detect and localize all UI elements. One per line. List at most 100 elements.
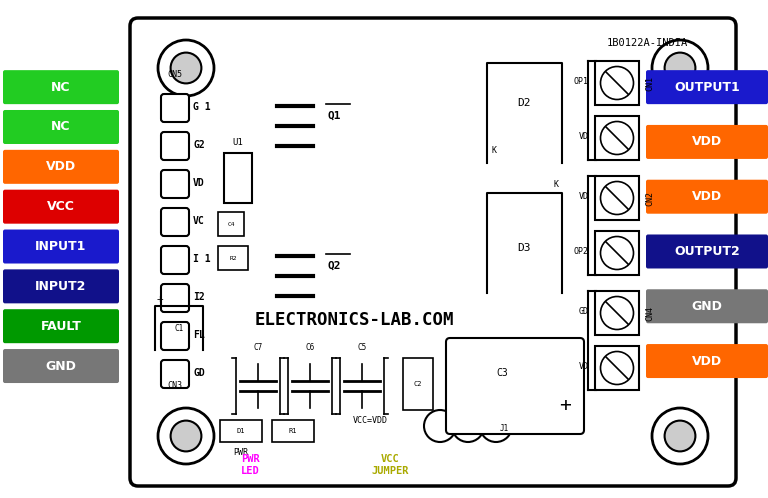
FancyBboxPatch shape bbox=[161, 284, 189, 312]
Text: PWR
LED: PWR LED bbox=[240, 454, 260, 476]
Text: I2: I2 bbox=[193, 292, 205, 302]
FancyBboxPatch shape bbox=[161, 322, 189, 350]
Circle shape bbox=[601, 122, 634, 154]
Bar bbox=[220, 420, 262, 442]
FancyBboxPatch shape bbox=[161, 94, 189, 122]
Text: +: + bbox=[157, 294, 164, 304]
FancyBboxPatch shape bbox=[3, 309, 119, 343]
Text: G 1: G 1 bbox=[193, 102, 210, 112]
FancyBboxPatch shape bbox=[161, 246, 189, 274]
Text: I 1: I 1 bbox=[193, 254, 210, 264]
Text: VDD: VDD bbox=[692, 135, 722, 148]
Text: C2: C2 bbox=[414, 381, 422, 387]
Circle shape bbox=[452, 410, 484, 442]
Text: +: + bbox=[559, 396, 571, 415]
Text: U1: U1 bbox=[233, 138, 243, 147]
Text: GND: GND bbox=[45, 360, 77, 373]
Text: OP2: OP2 bbox=[574, 247, 589, 255]
Text: CN5: CN5 bbox=[167, 70, 183, 79]
FancyBboxPatch shape bbox=[646, 289, 768, 323]
FancyBboxPatch shape bbox=[161, 208, 189, 236]
Text: VCC
JUMPER: VCC JUMPER bbox=[371, 454, 409, 476]
FancyBboxPatch shape bbox=[161, 170, 189, 198]
FancyBboxPatch shape bbox=[3, 269, 119, 303]
FancyBboxPatch shape bbox=[3, 349, 119, 383]
Text: INPUT2: INPUT2 bbox=[35, 280, 87, 293]
FancyBboxPatch shape bbox=[3, 190, 119, 224]
Text: PWR: PWR bbox=[233, 448, 249, 457]
Text: GD: GD bbox=[193, 368, 205, 378]
Text: J1: J1 bbox=[500, 423, 509, 432]
Bar bbox=[272, 420, 314, 442]
Text: K: K bbox=[553, 180, 558, 189]
Bar bbox=[403, 358, 433, 410]
Text: C4: C4 bbox=[227, 222, 235, 227]
Text: VD: VD bbox=[193, 178, 205, 188]
Text: NC: NC bbox=[51, 121, 71, 133]
Circle shape bbox=[158, 40, 214, 96]
FancyBboxPatch shape bbox=[646, 70, 768, 104]
FancyBboxPatch shape bbox=[646, 344, 768, 378]
FancyBboxPatch shape bbox=[3, 110, 119, 144]
Text: D3: D3 bbox=[518, 243, 531, 253]
Text: C3: C3 bbox=[496, 368, 508, 378]
Text: VD: VD bbox=[579, 131, 589, 140]
Text: CN3: CN3 bbox=[167, 381, 183, 390]
Text: OUTPUT1: OUTPUT1 bbox=[674, 81, 740, 94]
Circle shape bbox=[652, 408, 708, 464]
Text: R1: R1 bbox=[289, 428, 297, 434]
Text: GND: GND bbox=[691, 300, 723, 313]
Text: VDD: VDD bbox=[46, 160, 76, 173]
Text: OP1: OP1 bbox=[574, 77, 589, 86]
Text: K: K bbox=[491, 146, 496, 155]
Bar bbox=[595, 176, 639, 220]
Text: OUTPUT2: OUTPUT2 bbox=[674, 245, 740, 258]
FancyBboxPatch shape bbox=[3, 70, 119, 104]
Text: R2: R2 bbox=[230, 255, 237, 260]
Text: D2: D2 bbox=[518, 98, 531, 108]
Text: VDD: VDD bbox=[692, 190, 722, 203]
Text: VDD: VDD bbox=[692, 355, 722, 368]
Bar bbox=[595, 116, 639, 160]
FancyBboxPatch shape bbox=[161, 132, 189, 160]
Text: GD: GD bbox=[579, 306, 589, 316]
Circle shape bbox=[170, 53, 201, 83]
Text: FAULT: FAULT bbox=[41, 320, 81, 333]
Circle shape bbox=[664, 421, 695, 451]
FancyBboxPatch shape bbox=[646, 125, 768, 159]
Text: G2: G2 bbox=[193, 140, 205, 150]
Text: CN4: CN4 bbox=[645, 305, 654, 321]
Circle shape bbox=[601, 296, 634, 330]
Bar bbox=[595, 231, 639, 275]
Circle shape bbox=[480, 410, 512, 442]
Text: VD: VD bbox=[579, 192, 589, 201]
FancyBboxPatch shape bbox=[3, 150, 119, 184]
FancyBboxPatch shape bbox=[161, 360, 189, 388]
Circle shape bbox=[601, 352, 634, 384]
Text: C6: C6 bbox=[306, 343, 315, 352]
Text: VD: VD bbox=[579, 362, 589, 371]
Circle shape bbox=[664, 53, 695, 83]
Text: Q2: Q2 bbox=[327, 261, 340, 271]
Text: C5: C5 bbox=[357, 343, 366, 352]
FancyBboxPatch shape bbox=[446, 338, 584, 434]
FancyBboxPatch shape bbox=[646, 235, 768, 268]
Text: CN1: CN1 bbox=[645, 76, 654, 91]
Text: 1B0122A-INDIA: 1B0122A-INDIA bbox=[607, 38, 688, 48]
Bar bbox=[595, 61, 639, 105]
Bar bbox=[224, 153, 252, 203]
FancyBboxPatch shape bbox=[3, 230, 119, 263]
Text: VC: VC bbox=[193, 216, 205, 226]
Text: VCC: VCC bbox=[47, 200, 75, 213]
Bar bbox=[595, 291, 639, 335]
Text: D1: D1 bbox=[237, 428, 245, 434]
Text: ELECTRONICS-LAB.COM: ELECTRONICS-LAB.COM bbox=[254, 311, 454, 329]
Text: C7: C7 bbox=[253, 343, 263, 352]
Circle shape bbox=[170, 421, 201, 451]
Text: Q1: Q1 bbox=[327, 111, 340, 121]
Text: C1: C1 bbox=[174, 324, 184, 333]
Bar bbox=[595, 346, 639, 390]
Text: FL: FL bbox=[193, 330, 205, 340]
Circle shape bbox=[424, 410, 456, 442]
Text: NC: NC bbox=[51, 81, 71, 94]
